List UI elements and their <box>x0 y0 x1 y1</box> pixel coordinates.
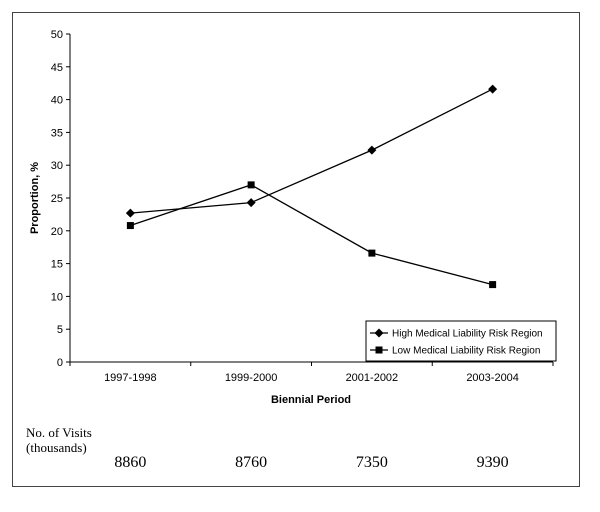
y-tick-label: 40 <box>51 95 63 107</box>
data-point-low <box>489 281 497 289</box>
visits-table: No. of Visits (thousands) 8860 8760 7350 93… <box>26 425 509 471</box>
legend-diamond-marker <box>374 328 384 338</box>
legend: High Medical Liability Risk Region Low M… <box>365 320 557 362</box>
series-layer <box>125 84 498 289</box>
visits-values: 8860 8760 7350 9390 <box>114 454 508 471</box>
y-tick-label: 25 <box>51 193 63 205</box>
data-point-high <box>367 145 377 155</box>
x-axis-title: Biennial Period <box>271 394 351 406</box>
y-tick-label: 45 <box>51 62 63 74</box>
visits-value: 8760 <box>235 454 267 471</box>
y-tick-label: 50 <box>51 29 63 41</box>
data-point-high <box>125 208 135 218</box>
visits-value: 9390 <box>477 454 509 471</box>
axis-tick-marks <box>66 33 554 366</box>
y-tick-label: 30 <box>51 160 63 172</box>
data-point-high <box>488 84 498 94</box>
data-point-low <box>247 181 255 189</box>
data-point-high <box>246 198 256 208</box>
series-line-high <box>130 88 493 214</box>
y-tick-labels: 0 5 10 15 20 25 30 35 40 45 50 <box>51 29 63 369</box>
x-tick-label: 2003-2004 <box>466 372 519 384</box>
y-tick-label: 10 <box>51 291 63 303</box>
legend-box <box>365 320 557 362</box>
y-tick-label: 5 <box>57 324 63 336</box>
data-point-low <box>126 222 134 230</box>
visits-label-line1: No. of Visits <box>26 425 92 440</box>
visits-value: 8860 <box>114 454 146 471</box>
x-tick-labels: 1997-1998 1999-2000 2001-2002 2003-2004 <box>104 372 519 384</box>
x-tick-label: 1999-2000 <box>225 372 278 384</box>
legend-label-high: High Medical Liability Risk Region <box>392 329 543 340</box>
series-line-low <box>130 184 493 286</box>
x-tick-label: 1997-1998 <box>104 372 157 384</box>
y-tick-label: 35 <box>51 127 63 139</box>
legend-square-marker <box>375 346 383 354</box>
y-tick-label: 0 <box>57 357 63 369</box>
visits-label-line2: (thousands) <box>26 440 87 455</box>
data-point-low <box>368 249 376 257</box>
y-tick-label: 20 <box>51 226 63 238</box>
visits-value: 7350 <box>356 454 388 471</box>
y-tick-label: 15 <box>51 259 63 271</box>
y-axis-title: Proportion, % <box>29 162 41 234</box>
figure-frame <box>12 12 580 487</box>
x-tick-label: 2001-2002 <box>346 372 399 384</box>
legend-label-low: Low Medical Liability Risk Region <box>392 346 540 357</box>
